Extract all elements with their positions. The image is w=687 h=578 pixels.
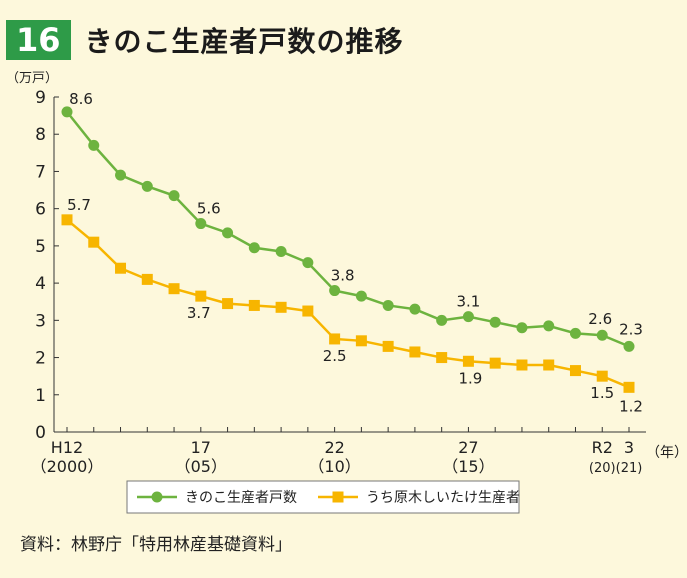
series-point bbox=[382, 299, 394, 311]
series-point bbox=[302, 257, 314, 269]
series-point bbox=[543, 320, 555, 332]
series-point bbox=[275, 245, 287, 257]
series-point bbox=[168, 283, 180, 295]
series-point bbox=[302, 305, 314, 317]
y-tick-label: 9 bbox=[35, 88, 46, 108]
data-label: 2.3 bbox=[619, 320, 643, 338]
x-axis-label: （年） bbox=[646, 445, 687, 461]
legend-label: きのこ生産者戸数 bbox=[185, 490, 297, 506]
y-tick-label: 3 bbox=[35, 311, 46, 331]
series-point bbox=[569, 365, 581, 377]
figure-header: 16 きのこ生産者戸数の推移 bbox=[6, 18, 404, 62]
series-point bbox=[489, 357, 501, 369]
series-point bbox=[329, 285, 341, 297]
data-label: 3.8 bbox=[331, 267, 355, 285]
legend-label: うち原木しいたけ生産者 bbox=[366, 490, 520, 506]
x-tick-label: 22 bbox=[324, 438, 344, 457]
series-point bbox=[623, 340, 635, 352]
x-tick-label: 3 bbox=[624, 438, 634, 457]
x-tick-sublabel: (20) bbox=[589, 461, 616, 476]
series-point bbox=[623, 381, 635, 393]
series-point bbox=[516, 359, 528, 371]
series-point bbox=[462, 311, 474, 323]
data-label: 5.6 bbox=[197, 200, 221, 218]
series-point bbox=[409, 346, 421, 358]
series-point bbox=[329, 333, 341, 345]
figure-number-badge: 16 bbox=[6, 20, 71, 60]
legend-marker bbox=[332, 491, 344, 503]
series-point bbox=[355, 335, 367, 347]
series-point bbox=[355, 290, 367, 302]
data-label: 2.5 bbox=[323, 347, 347, 365]
series-point bbox=[195, 290, 207, 302]
data-label: 3.1 bbox=[456, 293, 480, 311]
series-point bbox=[141, 273, 153, 285]
data-label: 5.7 bbox=[67, 196, 91, 214]
line-chart: （万戸） （年） 0 1 2 3 4 5 6 7 8 9 H12（2000） 17（05） 22（10）… bbox=[6, 71, 687, 514]
data-label: 3.7 bbox=[187, 304, 211, 322]
series-point bbox=[195, 218, 207, 230]
series-point bbox=[382, 340, 394, 352]
y-tick-label: 6 bbox=[35, 200, 46, 220]
data-label: 1.5 bbox=[590, 384, 614, 402]
y-tick-label: 2 bbox=[35, 349, 46, 369]
series-point bbox=[543, 359, 555, 371]
y-tick-label: 4 bbox=[35, 274, 46, 294]
series-point bbox=[248, 299, 260, 311]
x-tick-sublabel: （10） bbox=[308, 457, 360, 476]
y-tick-label: 7 bbox=[35, 162, 46, 182]
data-label: 1.2 bbox=[619, 397, 643, 415]
series-point bbox=[115, 169, 127, 181]
series-point bbox=[115, 262, 127, 274]
series-point bbox=[409, 303, 421, 315]
series-point bbox=[222, 227, 234, 239]
x-tick-label: R2 bbox=[592, 438, 613, 457]
source-note: 資料：林野庁「特用林産基礎資料」 bbox=[20, 535, 292, 555]
figure-title: きのこ生産者戸数の推移 bbox=[84, 25, 404, 58]
series-point bbox=[596, 370, 608, 382]
x-tick-sublabel: （05） bbox=[175, 457, 227, 476]
series-point bbox=[489, 316, 501, 328]
data-label: 1.9 bbox=[458, 369, 482, 387]
series-point bbox=[88, 139, 100, 151]
series-line bbox=[66, 111, 630, 348]
y-tick-label: 8 bbox=[35, 125, 46, 145]
series-point bbox=[88, 236, 100, 248]
series-point bbox=[141, 180, 153, 192]
y-tick-label: 1 bbox=[35, 386, 46, 406]
x-tick-label: H12 bbox=[51, 438, 83, 457]
series-line bbox=[66, 218, 630, 389]
series-point bbox=[222, 298, 234, 310]
series-point bbox=[462, 355, 474, 367]
series-point bbox=[436, 314, 448, 326]
chart-legend: きのこ生産者戸数 うち原木しいたけ生産者 bbox=[126, 480, 520, 514]
x-tick-sublabel: （15） bbox=[442, 457, 494, 476]
series-point bbox=[61, 214, 73, 226]
series-point bbox=[516, 322, 528, 334]
y-tick-label: 5 bbox=[35, 237, 46, 257]
legend-marker bbox=[151, 491, 163, 503]
x-tick-label: 17 bbox=[191, 438, 211, 457]
data-label: 8.6 bbox=[69, 90, 93, 108]
y-axis-label: （万戸） bbox=[6, 71, 58, 86]
x-tick-label: 27 bbox=[458, 438, 478, 457]
series-point bbox=[596, 329, 608, 341]
chart-axes: 0123456789H12（2000）17（05）22（10）27（15）R2(… bbox=[31, 88, 646, 476]
y-tick-label: 0 bbox=[35, 423, 46, 443]
series-point bbox=[275, 301, 287, 313]
data-label: 2.6 bbox=[588, 310, 612, 328]
x-tick-sublabel: (21) bbox=[616, 461, 643, 476]
x-tick-sublabel: （2000） bbox=[31, 457, 104, 476]
series-point bbox=[168, 190, 180, 202]
chart-series: 8.6 5.6 3.8 3.1 2.6 2.3 5.7 3.7 2.5 1.9 1.5 1.2 bbox=[61, 90, 643, 415]
series-point bbox=[436, 352, 448, 364]
series-point bbox=[248, 242, 260, 254]
series-point bbox=[569, 327, 581, 339]
series-point bbox=[61, 106, 73, 118]
